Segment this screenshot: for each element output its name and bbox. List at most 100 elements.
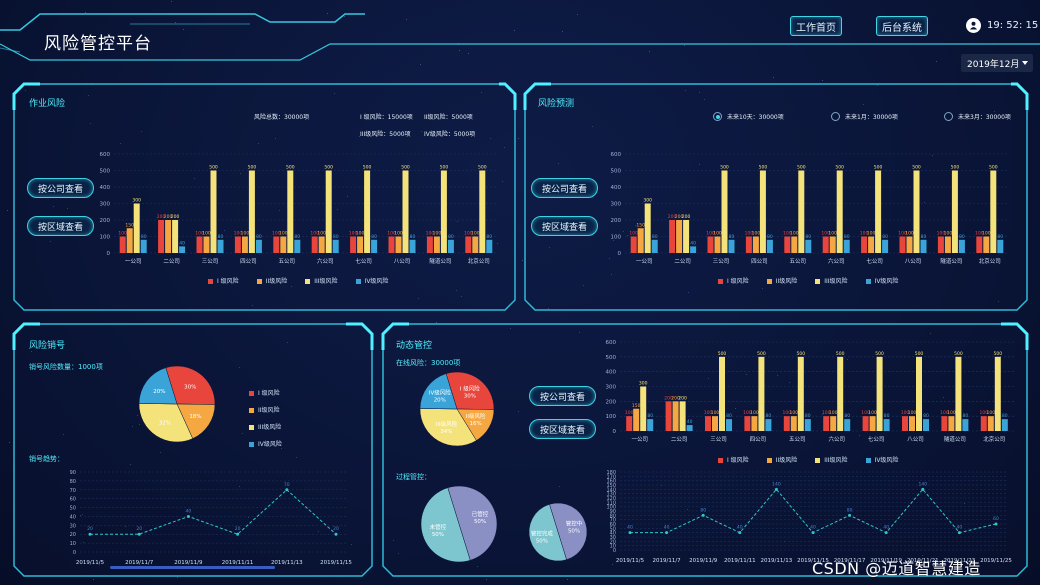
bar bbox=[883, 419, 890, 431]
bar bbox=[280, 236, 287, 253]
bar bbox=[426, 236, 433, 253]
bar bbox=[357, 236, 364, 253]
dynamic-bar-chart: 010020030040050060010015030080一公司2002002… bbox=[606, 340, 1014, 443]
user-icon[interactable] bbox=[966, 18, 981, 33]
bar bbox=[869, 416, 876, 431]
y-tick-label: 200 bbox=[611, 218, 622, 224]
x-tick-label: 2019/11/9 bbox=[689, 558, 718, 564]
trend-point bbox=[994, 522, 998, 526]
bar bbox=[633, 408, 640, 431]
trend-value-label: 140 bbox=[919, 481, 928, 487]
bar bbox=[766, 239, 773, 253]
trend-value-label: 40 bbox=[810, 525, 816, 531]
backend-system-button[interactable]: 后台系统 bbox=[876, 16, 928, 36]
x-tick-label: 隧道公司 bbox=[944, 435, 966, 443]
x-tick-label: 八公司 bbox=[394, 258, 411, 265]
y-tick-label: 10 bbox=[70, 541, 76, 547]
work-level1: I 级风险：15000项 bbox=[360, 114, 413, 121]
bar-value-label: 80 bbox=[1002, 413, 1008, 419]
bar-value-label: 200 bbox=[682, 214, 691, 220]
y-tick-label: 50 bbox=[610, 526, 616, 532]
forecast-by-company-button[interactable]: 按公司查看 bbox=[531, 178, 598, 198]
dynamic-by-company-button[interactable]: 按公司查看 bbox=[529, 386, 596, 406]
bar bbox=[758, 356, 765, 431]
dynamic-legend: I 级风险 II级风险 III级风险 IV级风险 bbox=[718, 455, 898, 464]
x-tick-label: 七公司 bbox=[866, 257, 883, 265]
trend-point bbox=[285, 488, 289, 492]
trend-value-label: 40 bbox=[664, 525, 670, 531]
x-tick-label: 隧道公司 bbox=[429, 257, 451, 265]
bar-value-label: 100 bbox=[908, 410, 917, 416]
bar bbox=[844, 419, 851, 431]
forecast-radio-10days[interactable]: 未来10天：30000项 bbox=[713, 112, 784, 121]
x-tick-label: 2019/11/11 bbox=[222, 560, 254, 566]
forecast-legend: I 级风险 II级风险 III级风险 IV级风险 bbox=[718, 276, 898, 285]
bar-value-label: 500 bbox=[874, 165, 883, 171]
forecast-by-region-button[interactable]: 按区域查看 bbox=[531, 216, 598, 236]
trend-value-label: 40 bbox=[957, 525, 963, 531]
y-tick-label: 400 bbox=[611, 185, 622, 191]
pie-slice bbox=[445, 371, 495, 410]
bar bbox=[179, 246, 186, 253]
dynamic-by-region-button[interactable]: 按区域查看 bbox=[529, 419, 596, 439]
work-home-button[interactable]: 工作首页 bbox=[790, 16, 842, 36]
y-tick-label: 20 bbox=[70, 532, 76, 538]
bar-value-label: 100 bbox=[821, 231, 830, 237]
y-tick-label: 90 bbox=[70, 470, 76, 476]
x-tick-label: 2019/11/9 bbox=[174, 560, 203, 566]
bar-value-label: 80 bbox=[726, 413, 732, 419]
watermark: CSDN @迈道智慧建造 bbox=[812, 559, 981, 578]
bar-value-label: 100 bbox=[828, 231, 837, 237]
bar bbox=[665, 401, 672, 431]
bar-value-label: 80 bbox=[921, 234, 927, 240]
bar bbox=[882, 239, 889, 253]
bar-value-label: 300 bbox=[132, 198, 141, 204]
bar bbox=[902, 416, 908, 431]
work-risk-bar-chart: 010020030040050060010015030080一公司2002002… bbox=[100, 152, 498, 265]
forecast-radio-3months[interactable]: 未来3月：30000项 bbox=[944, 112, 1011, 121]
bar-value-label: 500 bbox=[875, 351, 884, 357]
cancel-trend-scrollbar[interactable] bbox=[110, 566, 275, 569]
pie-slice-label: II级风险 bbox=[466, 412, 486, 420]
bar-value-label: 100 bbox=[947, 410, 956, 416]
x-tick-label: 四公司 bbox=[240, 258, 257, 265]
bar-value-label: 500 bbox=[836, 351, 845, 357]
x-tick-label: 2019/11/13 bbox=[271, 560, 303, 566]
y-tick-label: 180 bbox=[606, 470, 616, 476]
bar-value-label: 200 bbox=[671, 395, 680, 401]
bar bbox=[140, 239, 147, 253]
y-tick-label: 0 bbox=[107, 251, 111, 257]
bar bbox=[409, 239, 416, 253]
bar bbox=[133, 203, 140, 253]
forecast-radio-1month[interactable]: 未来1月：30000项 bbox=[831, 112, 898, 121]
bar-value-label: 100 bbox=[711, 410, 720, 416]
bar-value-label: 500 bbox=[324, 165, 333, 171]
work-by-company-button[interactable]: 按公司查看 bbox=[27, 178, 94, 198]
bar bbox=[962, 419, 969, 431]
x-tick-label: 2019/11/11 bbox=[724, 558, 756, 564]
bar bbox=[822, 236, 829, 253]
legend-item-l3: III级风险 bbox=[815, 455, 848, 464]
work-by-region-button[interactable]: 按区域查看 bbox=[27, 216, 94, 236]
bar bbox=[916, 356, 922, 431]
bar bbox=[721, 170, 728, 253]
trend-point bbox=[738, 531, 742, 535]
bar-value-label: 80 bbox=[805, 234, 811, 240]
bar bbox=[745, 236, 752, 253]
bar bbox=[920, 239, 927, 253]
bar-value-label: 500 bbox=[912, 165, 921, 171]
clock: 19: 52: 15 bbox=[966, 18, 1038, 33]
date-select[interactable]: 2019年12月 bbox=[961, 54, 1033, 72]
bar bbox=[273, 236, 280, 253]
bar bbox=[647, 419, 654, 431]
x-tick-label: 北京公司 bbox=[468, 257, 490, 265]
bar-value-label: 300 bbox=[643, 198, 652, 204]
x-tick-label: 五公司 bbox=[790, 258, 807, 265]
legend-item-l4: IV级风险 bbox=[865, 276, 898, 285]
bar bbox=[676, 220, 683, 253]
bar-value-label: 100 bbox=[750, 410, 759, 416]
bar-value-label: 100 bbox=[349, 231, 358, 237]
bar bbox=[332, 239, 339, 253]
bar-value-label: 500 bbox=[915, 351, 924, 357]
bar-value-label: 200 bbox=[678, 395, 687, 401]
